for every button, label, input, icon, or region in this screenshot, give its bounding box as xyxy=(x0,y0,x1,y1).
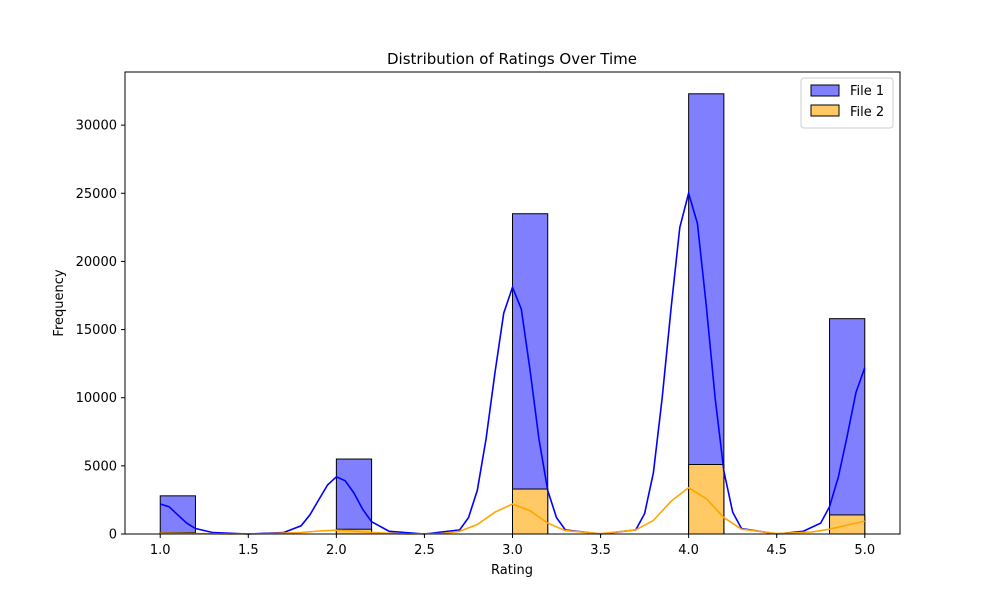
y-axis: 0 5000 10000 15000 20000 25000 30000 xyxy=(76,119,125,543)
y-tick-label: 30000 xyxy=(76,119,117,134)
legend-label-file-1: File 1 xyxy=(850,84,884,99)
x-tick-label: 1.5 xyxy=(238,543,259,558)
y-tick-label: 10000 xyxy=(76,391,117,406)
bar-series-1-bin-4 xyxy=(688,93,725,535)
legend-swatch-file-2 xyxy=(810,104,840,117)
x-tick-label: 2.0 xyxy=(326,543,347,558)
kde-line-series-2 xyxy=(160,486,865,535)
x-tick-label: 5.0 xyxy=(854,543,875,558)
x-axis-label: Rating xyxy=(491,563,533,578)
x-tick-label: 4.5 xyxy=(766,543,787,558)
x-tick-label: 1.0 xyxy=(150,543,171,558)
x-tick-label: 3.0 xyxy=(502,543,523,558)
y-axis-label: Frequency xyxy=(52,269,67,336)
x-axis: 1.0 1.5 2.0 2.5 3.0 3.5 4.0 4.5 5.0 xyxy=(150,534,875,558)
y-tick-label: 15000 xyxy=(76,323,117,338)
x-tick-label: 2.5 xyxy=(414,543,435,558)
legend: File 1 File 2 xyxy=(800,77,894,129)
x-tick-label: 4.0 xyxy=(678,543,699,558)
x-tick-label: 3.5 xyxy=(590,543,611,558)
y-tick-label: 25000 xyxy=(76,187,117,202)
y-tick-label: 20000 xyxy=(76,255,117,270)
kde-line-series-1 xyxy=(159,190,866,535)
y-tick-label: 0 xyxy=(109,528,117,543)
plot-area xyxy=(159,93,866,535)
bar-series-1-bin-2 xyxy=(335,458,373,535)
bar-series-1-bin-5 xyxy=(829,318,866,535)
legend-swatch-file-1 xyxy=(810,84,840,97)
chart-title: Distribution of Ratings Over Time xyxy=(387,50,637,68)
legend-label-file-2: File 2 xyxy=(850,105,884,120)
y-tick-label: 5000 xyxy=(84,459,117,474)
